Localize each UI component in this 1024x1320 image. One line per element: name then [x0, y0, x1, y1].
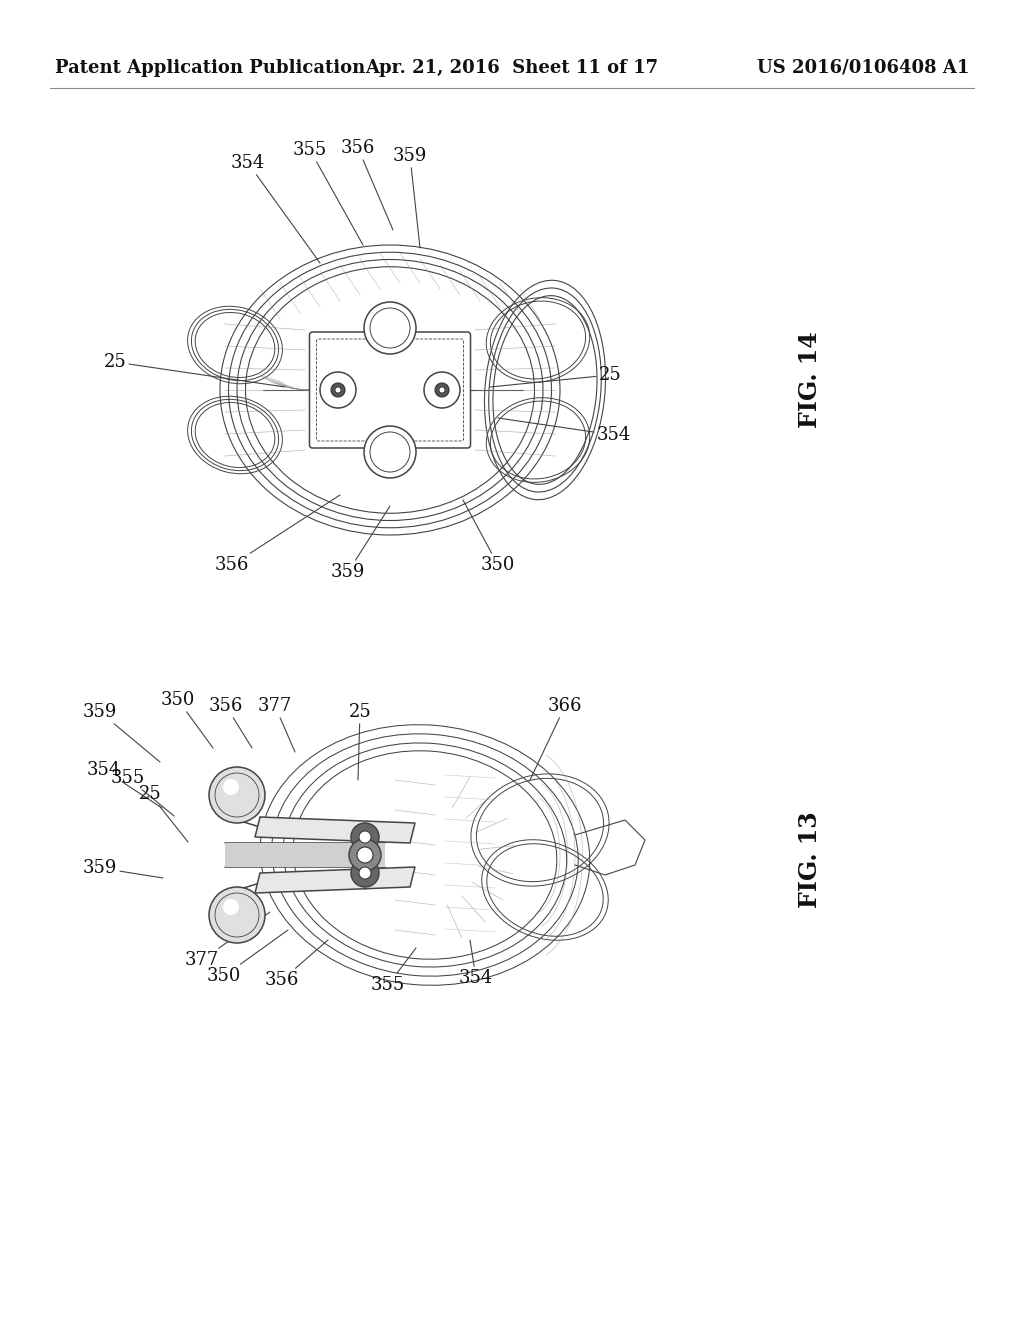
FancyBboxPatch shape — [309, 333, 470, 447]
Text: FIG. 13: FIG. 13 — [798, 812, 822, 908]
Text: 359: 359 — [393, 147, 427, 248]
Text: 359: 359 — [83, 704, 160, 762]
Text: 350: 350 — [463, 500, 515, 574]
Text: 25: 25 — [103, 352, 285, 387]
Circle shape — [335, 387, 341, 393]
Circle shape — [351, 859, 379, 887]
Text: 377: 377 — [185, 912, 270, 969]
Circle shape — [349, 840, 381, 871]
Text: 354: 354 — [498, 418, 631, 444]
Text: 359: 359 — [331, 506, 390, 581]
Text: 354: 354 — [459, 940, 494, 987]
Circle shape — [364, 302, 416, 354]
Text: US 2016/0106408 A1: US 2016/0106408 A1 — [757, 59, 969, 77]
Circle shape — [424, 372, 460, 408]
Circle shape — [357, 847, 373, 863]
Circle shape — [351, 822, 379, 851]
Text: 356: 356 — [209, 697, 252, 748]
Circle shape — [331, 383, 345, 397]
Text: 356: 356 — [265, 940, 328, 989]
Text: FIG. 14: FIG. 14 — [798, 331, 822, 429]
Circle shape — [209, 767, 265, 822]
Text: 355: 355 — [111, 770, 174, 816]
Circle shape — [359, 867, 371, 879]
Text: 355: 355 — [371, 948, 416, 994]
Polygon shape — [255, 817, 415, 843]
Text: 377: 377 — [258, 697, 295, 752]
Text: 25: 25 — [348, 704, 372, 780]
Bar — [225, 843, 385, 867]
Text: 25: 25 — [138, 785, 188, 842]
Circle shape — [223, 899, 239, 915]
Text: 25: 25 — [490, 366, 622, 387]
Text: 366: 366 — [530, 697, 583, 780]
Circle shape — [209, 887, 265, 942]
Polygon shape — [255, 867, 415, 894]
Circle shape — [359, 832, 371, 843]
Circle shape — [435, 383, 449, 397]
Circle shape — [364, 426, 416, 478]
Text: 355: 355 — [293, 141, 362, 246]
Text: 350: 350 — [161, 690, 213, 748]
Circle shape — [223, 779, 239, 795]
Text: Patent Application Publication: Patent Application Publication — [55, 59, 366, 77]
Text: 354: 354 — [230, 154, 319, 263]
Circle shape — [319, 372, 356, 408]
Text: 359: 359 — [83, 859, 163, 878]
Text: Apr. 21, 2016  Sheet 11 of 17: Apr. 21, 2016 Sheet 11 of 17 — [366, 59, 658, 77]
Text: 356: 356 — [341, 139, 393, 230]
Circle shape — [439, 387, 445, 393]
Text: 354: 354 — [87, 762, 162, 808]
Text: 356: 356 — [215, 495, 340, 574]
Text: 350: 350 — [207, 931, 288, 985]
